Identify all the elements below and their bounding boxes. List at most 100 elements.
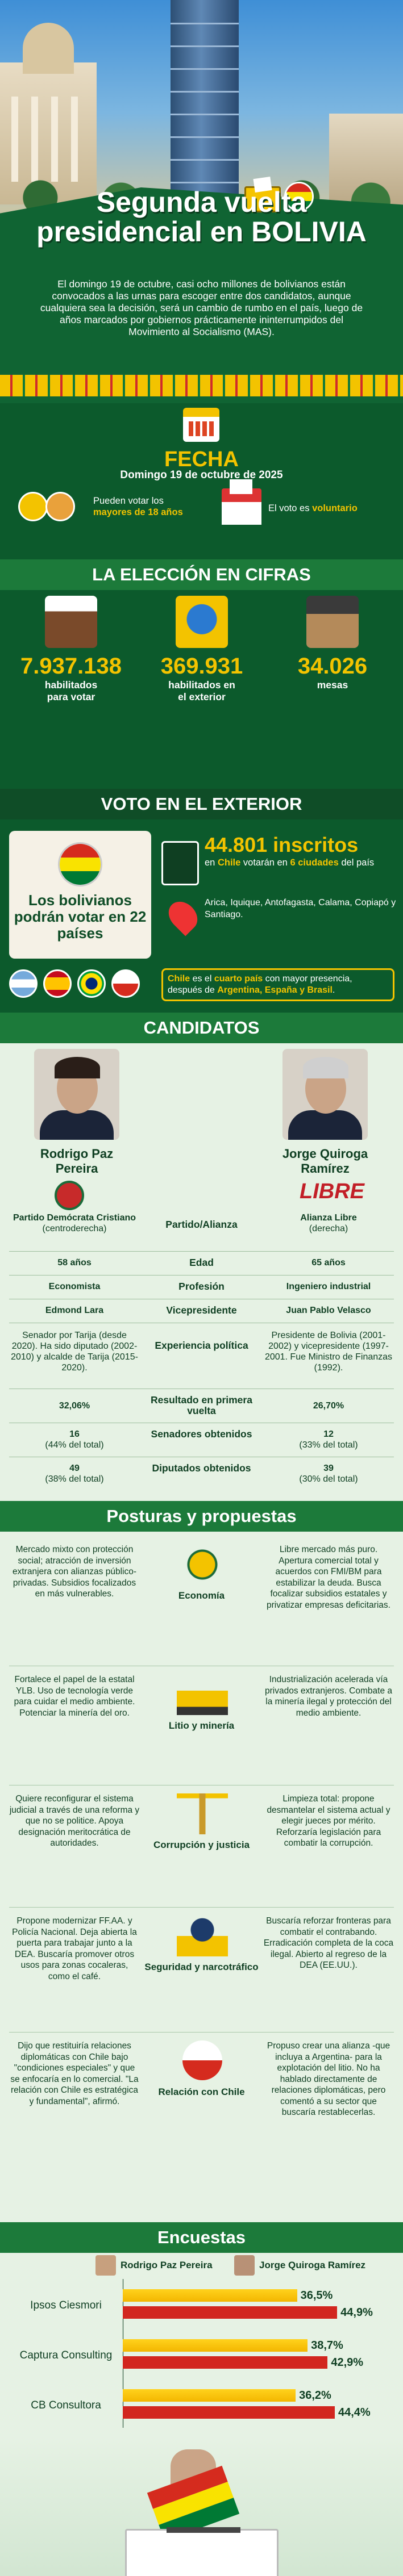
value-left: 49 (69, 1463, 80, 1473)
footer-illustration (0, 2438, 403, 2576)
decorative-band (0, 375, 403, 396)
comparison-row: Edmond Lara Vicepresidente Juan Pablo Ve… (9, 1299, 394, 1323)
hero-section: Segunda vuelta presidencial en BOLIVIA E… (0, 0, 403, 403)
topic-name: Economía (178, 1590, 225, 1601)
value-left-note: (44% del total) (45, 1440, 104, 1450)
text: El voto es (268, 503, 310, 513)
legend-item-paz: Rodrigo Paz Pereira (95, 2255, 213, 2276)
intro-text: El domingo 19 de octubre, casi ocho mill… (40, 278, 363, 337)
topic-row: Quiere reconfigurar el sistema judicial … (9, 1793, 394, 1901)
spain-flag-icon (43, 969, 72, 998)
avatar (234, 2255, 255, 2276)
topic-name: Relación con Chile (158, 2086, 245, 2097)
cities-text: Arica, Iquique, Antofagasta, Calama, Cop… (205, 898, 396, 919)
bolivia-flag-icon (284, 182, 314, 211)
topic-left: Quiere reconfigurar el sistema judicial … (9, 1794, 140, 1848)
pdc-logo (55, 1181, 84, 1210)
stat-number: 7.937.138 (20, 654, 122, 679)
section-header: LA ELECCIÓN EN CIFRAS (0, 559, 403, 590)
voluntary-vote-text: El voto es voluntario (268, 503, 393, 514)
value-right: 39 (323, 1463, 334, 1473)
topic-row: Propone modernizar FF.AA. y Policía Naci… (9, 1916, 394, 2029)
row-label: Resultado en primera vuelta (151, 1394, 252, 1416)
value-right: 26,70% (313, 1401, 344, 1411)
bolivia-flag-icon (58, 842, 102, 886)
poll-row: CB Consultora 36,2% 44,4% (9, 2385, 394, 2435)
stat-label: habilitados (44, 679, 98, 691)
argentina-flag-icon (9, 969, 38, 998)
encuestas-section: Encuestas Rodrigo Paz Pereira Jorge Quir… (0, 2222, 403, 2438)
countries-card: Los bolivianos podrán votar en 22 países (9, 831, 151, 959)
topic-left: Mercado mixto con protección social; atr… (13, 1545, 136, 1599)
inscritos-text: en Chile votarán en 6 ciudades del país (205, 857, 398, 869)
stat-label: el exterior (178, 691, 226, 702)
value-left: Economista (48, 1282, 101, 1291)
text: del país (341, 858, 375, 868)
legend-label: Rodrigo Paz Pereira (121, 2260, 213, 2270)
value-right: Ingeniero industrial (286, 1282, 371, 1291)
value-left-note: (centroderecha) (42, 1224, 107, 1233)
candidate-photo-paz (34, 1049, 119, 1140)
text: con mayor presencia, después de (168, 974, 352, 995)
bar-value-label: 38,7% (311, 2339, 343, 2352)
bar-paz (123, 2389, 296, 2402)
bar-paz (123, 2339, 308, 2352)
bar-value-label: 36,2% (299, 2389, 331, 2402)
stat-number: 34.026 (297, 654, 368, 679)
ballot-box-icon (244, 186, 281, 212)
comparison-row: 49 (38% del total) Diputados obtenidos 39… (9, 1457, 394, 1491)
value-right-note: (30% del total) (299, 1474, 358, 1484)
highlight: Chile (168, 974, 190, 984)
highlight: voluntario (312, 503, 358, 513)
row-label: Experiencia política (155, 1340, 248, 1351)
bar-value-label: 44,4% (338, 2406, 371, 2419)
topic-left: Propone modernizar FF.AA. y Policía Naci… (12, 1916, 137, 1981)
value-left-note: (38% del total) (45, 1474, 104, 1484)
stat-label: para votar (47, 691, 95, 702)
value-right: Juan Pablo Velasco (286, 1306, 371, 1315)
section-header: Encuestas (0, 2222, 403, 2253)
bar-quiroga (123, 2356, 328, 2369)
text: es el (192, 974, 212, 984)
row-label: Edad (189, 1257, 214, 1268)
people-icon (18, 490, 81, 524)
stat-item: 7.937.138 habilitados para votar (6, 596, 136, 703)
section-header: Posturas y propuestas (0, 1501, 403, 1532)
divider (9, 1907, 394, 1908)
comparison-row: Economista Profesión Ingeniero industria… (9, 1275, 394, 1299)
value-left: 58 años (57, 1258, 92, 1268)
avatar (95, 2255, 116, 2276)
candidate-photo-quiroga (282, 1049, 368, 1140)
comparison-row: Senador por Tarija (desde 2020). Ha sido… (9, 1323, 394, 1389)
stat-number: 369.931 (160, 654, 243, 679)
poll-row: Ipsos Ciesmori 36,5% 44,9% (9, 2285, 394, 2335)
comparison-row: 16 (44% del total) Senadores obtenidos 12… (9, 1423, 394, 1457)
value-left: Partido Demócrata Cristiano (13, 1213, 136, 1223)
country-flags (9, 968, 151, 1000)
text: en (205, 858, 215, 868)
page-title: Segunda vuelta presidencial en BOLIVIA (0, 187, 403, 246)
row-label: Profesión (178, 1281, 225, 1292)
mining-cart-icon (177, 1674, 228, 1715)
topic-right: Libre mercado más puro. Apertura comerci… (267, 1545, 390, 1610)
bar-paz (123, 2289, 297, 2302)
text: votarán en (243, 858, 288, 868)
calendar-icon (183, 408, 219, 442)
economy-icon (177, 1544, 228, 1585)
voting-age-text: Pueden votar los mayores de 18 años (93, 495, 207, 518)
ballot-box-icon (222, 479, 261, 525)
row-label: Partido/Alianza (165, 1219, 238, 1230)
location-pin-icon (163, 896, 203, 936)
section-header: CANDIDATOS (0, 1013, 403, 1043)
libre-logo: LIBRE (300, 1180, 364, 1203)
value-left: 32,06% (59, 1401, 90, 1411)
text: . (332, 985, 335, 995)
brazil-flag-icon (77, 969, 106, 998)
topic-right: Buscaría reforzar fronteras para combati… (263, 1916, 394, 1970)
highlight: Chile (217, 858, 241, 868)
topic-row: Fortalece el papel de la estatal YLB. Us… (9, 1674, 394, 1776)
highlight: mayores de 18 años (93, 507, 183, 517)
title-line: Segunda vuelta (96, 186, 307, 218)
poll-label: Ipsos Ciesmori (30, 2299, 102, 2311)
